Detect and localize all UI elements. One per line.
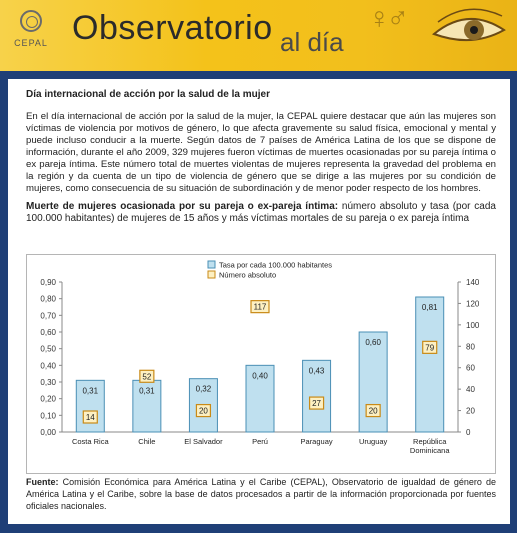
bar-rate-label: 0,32 [196,385,212,394]
marker-absolute-label: 14 [86,413,95,422]
marker-absolute [365,403,381,418]
bar-rate-label: 0,31 [139,386,155,395]
marker-absolute [139,369,155,383]
y-left-tick-label: 0,30 [40,378,56,387]
bar-rate-label: 0,60 [365,338,381,347]
bar-rate [302,359,332,433]
marker-absolute [82,410,98,424]
bar-rate-label: 0,40 [252,371,268,380]
chart-heading-text: número absoluto y tasa (por cada 100.000… [26,201,496,224]
source-note: Fuente: Comisión Económica para América … [26,476,496,512]
header-banner: CEPAL Observatorio al día ♀♂ [0,0,517,71]
eye-icon [432,8,506,42]
legend-swatch-rate [207,260,216,269]
y-right-tick-label: 40 [466,385,475,394]
header-background [0,0,517,71]
marker-absolute-label: 79 [425,343,434,352]
marker-absolute-label: 52 [142,372,151,381]
bar-rate-label: 0,43 [309,366,325,375]
marker-absolute [250,300,270,314]
marker-absolute-label: 117 [254,303,267,312]
source-text: Comisión Económica para América Latina y… [26,477,496,511]
y-left-tick-label: 0,50 [40,345,56,354]
y-left-tick-label: 0,90 [40,278,56,287]
y-right-tick-label: 80 [466,342,475,351]
y-left-tick-label: 0,60 [40,328,56,337]
y-left-tick-label: 0,20 [40,395,56,404]
article-paragraph: En el día internacional de acción por la… [26,111,496,194]
y-left-tick-label: 0,10 [40,411,56,420]
chart-heading: Muerte de mujeres ocasionada por su pare… [26,201,496,225]
y-right-tick-label: 120 [466,299,480,308]
x-tick-label: Uruguay [359,437,388,446]
y-right-tick-label: 100 [466,321,480,330]
bar-rate [415,296,445,433]
article: Día internacional de acción por la salud… [26,89,496,225]
x-tick-label: República [413,437,447,446]
marker-absolute-label: 27 [312,399,321,408]
legend-label-absolute: Número absoluto [219,271,276,280]
legend-swatch-absolute [207,270,216,279]
chart: 0,00 0,10 0,20 0,30 0,40 0,50 0,60 0,70 0,80 0,90… [26,254,496,474]
cepal-logo: CEPAL [6,10,56,62]
content-panel: Día internacional de acción por la salud… [8,79,510,524]
marker-absolute [422,340,438,354]
x-tick-label: Paraguay [301,437,333,446]
marker-absolute [308,396,325,410]
chart-border [26,254,496,474]
banner-title: Observatorio [72,9,273,47]
y-right-tick-label: 20 [466,407,475,416]
marker-absolute-label: 20 [199,407,208,416]
marker-absolute-label: 20 [369,407,378,416]
y-left-tick-label: 0,70 [40,311,56,320]
un-emblem-icon [20,10,42,32]
y-left-tick-label: 0,40 [40,361,56,370]
gender-symbols-icon: ♀♂ [368,2,409,35]
bar-rate [245,364,275,433]
y-right-tick-label: 140 [466,278,480,287]
chart-heading-bold: Muerte de mujeres ocasionada por su pare… [26,201,339,212]
legend-label-rate: Tasa por cada 100.000 habitantes [219,261,332,270]
bar-rate-label: 0,81 [422,303,438,312]
logo-text: CEPAL [14,38,48,48]
banner-subtitle: al día [280,27,344,57]
x-tick-label: El Salvador [184,437,223,446]
y-left-tick-label: 0,00 [40,428,56,437]
x-tick-label: Costa Rica [72,437,110,446]
x-tick-label: Chile [138,437,155,446]
x-tick-label: Dominicana [410,446,450,455]
x-tick-label: Perú [252,437,268,446]
article-heading: Día internacional de acción por la salud… [26,89,270,100]
bar-rate-label: 0,31 [82,386,98,395]
y-right-tick-label: 60 [466,364,475,373]
y-right-tick-label: 0 [466,428,471,437]
y-left-tick-label: 0,80 [40,295,56,304]
source-label: Fuente: [26,477,59,487]
marker-absolute [195,403,212,418]
